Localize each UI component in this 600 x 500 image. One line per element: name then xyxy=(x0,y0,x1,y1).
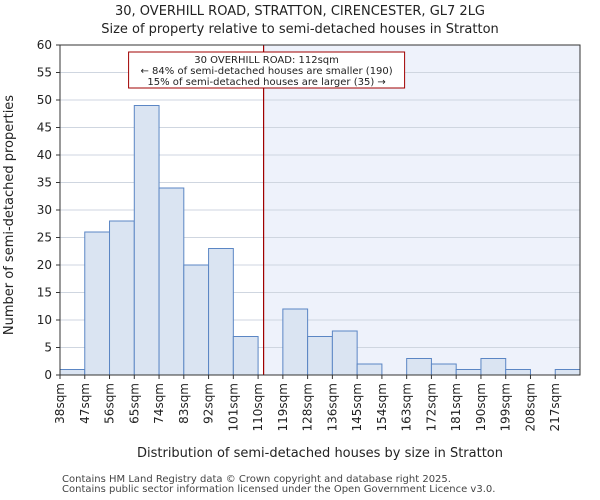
x-tick-label: 110sqm xyxy=(251,383,265,431)
bar xyxy=(480,358,507,376)
y-tick-label: 40 xyxy=(37,148,52,162)
footer-line-2: Contains public sector information licen… xyxy=(62,484,496,495)
y-tick-label: 45 xyxy=(37,121,52,135)
annotation-line-3: 15% of semi-detached houses are larger (… xyxy=(147,77,385,88)
bar xyxy=(554,369,581,376)
x-axis-label: Distribution of semi-detached houses by … xyxy=(137,446,503,461)
bar xyxy=(307,336,333,376)
x-tick-label: 208sqm xyxy=(523,383,537,431)
y-tick-label: 15 xyxy=(37,286,52,300)
x-tick-label: 181sqm xyxy=(449,383,463,431)
bar xyxy=(455,369,482,376)
x-tick-label: 74sqm xyxy=(152,383,166,424)
annotation-line-1: 30 OVERHILL ROAD: 112sqm xyxy=(194,55,339,66)
y-tick-label: 30 xyxy=(37,203,52,217)
annotation-frame xyxy=(128,51,406,89)
x-tick-label: 119sqm xyxy=(276,383,290,431)
x-tick-label: 65sqm xyxy=(127,383,141,424)
x-tick-label: 172sqm xyxy=(424,383,438,431)
x-tick-label: 128sqm xyxy=(301,383,315,431)
bar xyxy=(356,363,383,376)
bar xyxy=(109,220,135,376)
bar xyxy=(84,231,111,376)
y-tick-label: 50 xyxy=(37,93,52,107)
bar xyxy=(232,336,259,376)
chart-subtitle: Size of property relative to semi-detach… xyxy=(101,22,499,37)
x-tick-label: 47sqm xyxy=(78,383,92,424)
bars xyxy=(59,105,581,376)
bar xyxy=(208,248,234,376)
y-tick-label: 35 xyxy=(37,176,52,190)
annotation-line-2: ← 84% of semi-detached houses are smalle… xyxy=(140,66,392,77)
bar xyxy=(406,358,432,376)
y-tick-label: 60 xyxy=(37,38,52,52)
bar xyxy=(183,264,210,376)
y-axis-ticks: 0 5 10 15 20 25 30 35 40 45 50 55 60 xyxy=(37,38,60,382)
x-tick-label: 56sqm xyxy=(103,383,117,424)
x-tick-label: 190sqm xyxy=(474,383,488,431)
y-tick-label: 0 xyxy=(44,368,52,382)
x-tick-label: 199sqm xyxy=(499,383,513,431)
bar xyxy=(331,330,358,376)
y-tick-label: 20 xyxy=(37,258,52,272)
y-axis-label: Number of semi-detached properties xyxy=(2,95,17,335)
x-axis-ticks: 38sqm 47sqm 56sqm 65sqm 74sqm 83sqm 92sqm 101sq… xyxy=(53,375,562,431)
bar xyxy=(158,187,185,376)
footer-line-1: Contains HM Land Registry data © Crown c… xyxy=(62,474,451,485)
x-tick-label: 217sqm xyxy=(548,383,562,431)
chart-title: 30, OVERHILL ROAD, STRATTON, CIRENCESTER… xyxy=(114,4,486,19)
x-tick-label: 83sqm xyxy=(177,383,191,424)
annotation-box: 30 OVERHILL ROAD: 112sqm ← 84% of semi-d… xyxy=(128,51,406,89)
x-tick-label: 101sqm xyxy=(226,383,240,431)
x-tick-label: 163sqm xyxy=(400,383,414,431)
bar xyxy=(505,369,531,376)
x-tick-label: 154sqm xyxy=(375,383,389,431)
bar xyxy=(282,308,309,376)
bar xyxy=(430,363,457,376)
x-tick-label: 92sqm xyxy=(202,383,216,424)
bar xyxy=(59,369,86,376)
x-tick-label: 136sqm xyxy=(325,383,339,431)
y-tick-label: 10 xyxy=(37,313,52,327)
y-tick-label: 55 xyxy=(37,66,52,80)
y-tick-label: 5 xyxy=(44,341,52,355)
bar xyxy=(133,105,160,376)
y-tick-label: 25 xyxy=(37,231,52,245)
x-tick-label: 145sqm xyxy=(350,383,364,431)
x-tick-label: 38sqm xyxy=(53,383,67,424)
